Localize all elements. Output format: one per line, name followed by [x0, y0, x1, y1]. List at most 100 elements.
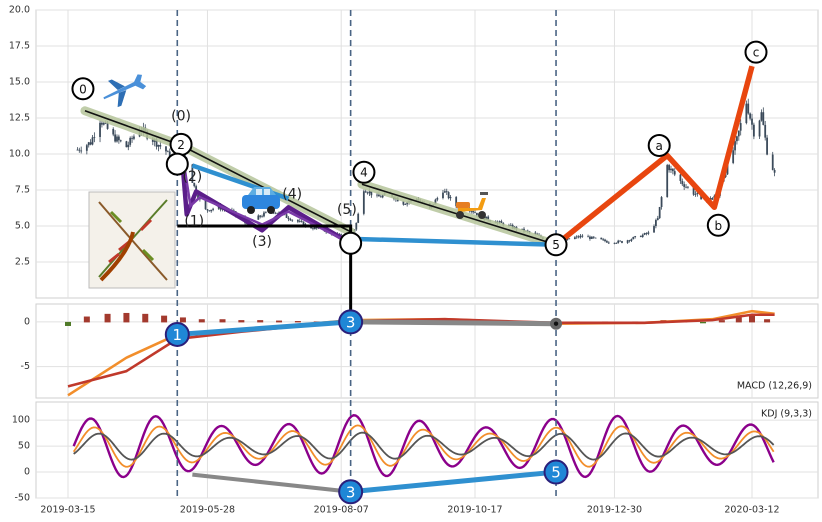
candle-body: [670, 168, 672, 171]
candle-body: [668, 165, 670, 171]
candle-body: [600, 237, 603, 240]
candle-body: [80, 150, 83, 152]
candle-body: [155, 139, 158, 147]
wave-circle: [744, 40, 768, 64]
candle-body: [355, 222, 358, 230]
candle-body: [760, 112, 763, 121]
x-tick-label: 2019-03-15: [40, 505, 95, 516]
candle-body: [287, 217, 290, 220]
candle-body: [208, 210, 211, 212]
candle-body: [263, 212, 265, 217]
candle-body: [302, 221, 305, 226]
candle-body: [165, 146, 167, 152]
candle-body: [101, 122, 103, 125]
candle-body: [749, 113, 752, 119]
candle-body: [628, 240, 631, 242]
candle-body: [696, 192, 699, 195]
x-tick-label: 2019-12-30: [587, 505, 642, 516]
candle-body: [151, 138, 154, 142]
y-tick-label: 7.5: [15, 185, 30, 196]
candle-body: [93, 136, 96, 138]
candle-body: [500, 221, 503, 223]
wave-circle-label: 2: [177, 138, 185, 152]
candle-body: [626, 240, 629, 243]
trend-line: [84, 110, 182, 147]
wave-circle: [352, 160, 376, 184]
macd-hist-bar: [83, 316, 90, 323]
candle-body: [762, 112, 765, 125]
candle-body: [773, 169, 776, 173]
airplane-icon: [103, 74, 147, 108]
candle-body: [212, 208, 214, 210]
kdj-bubble-label: 3: [346, 483, 356, 501]
candle-body: [658, 207, 661, 219]
candle-body: [498, 221, 501, 223]
y-tick-label: 2.5: [15, 257, 30, 268]
candle-body: [566, 238, 569, 241]
candle-body: [758, 120, 761, 137]
candle-body: [76, 149, 79, 151]
candle-body: [106, 122, 109, 129]
candle-body: [472, 211, 475, 213]
kdj-label: KDJ (9,3,3): [761, 409, 812, 420]
wave-label: (2): [182, 169, 202, 185]
candle-body: [474, 212, 476, 214]
wave-circle: [706, 213, 730, 237]
candle-body: [694, 194, 697, 195]
candle-body: [711, 197, 714, 200]
macd-wave-dot-center: [553, 321, 559, 326]
candle-body: [364, 191, 367, 193]
candle-body: [357, 213, 360, 223]
candle-body: [157, 144, 160, 147]
y-tick-label: 5.0: [15, 221, 30, 232]
candle-body: [264, 211, 267, 213]
macd-bubble-label: 3: [346, 313, 356, 331]
candle-body: [615, 242, 618, 244]
candle-body: [647, 232, 650, 234]
kdj-bubble: [338, 479, 364, 505]
candle-body: [116, 136, 118, 142]
wave-orange-abc: [554, 65, 755, 247]
kdj-bubble: [543, 459, 569, 485]
candle-body: [85, 145, 88, 151]
candle-body: [485, 216, 488, 220]
candle-body: [573, 237, 576, 240]
candle-body: [159, 144, 162, 147]
candle-body: [381, 195, 384, 198]
candle-body: [619, 240, 621, 242]
candle-body: [589, 236, 591, 239]
y-tick-label: 12.5: [9, 113, 30, 124]
candle-body: [602, 239, 605, 241]
kdj-wave-gray: [192, 472, 351, 494]
candle-body: [204, 198, 207, 210]
candle-body: [752, 124, 755, 137]
y-tick-label: -50: [14, 493, 30, 504]
kdj-wave-blue: [350, 469, 557, 495]
macd-bubble: [164, 321, 190, 347]
candle-body: [129, 137, 132, 145]
x-tick-label: 2019-08-07: [314, 505, 369, 516]
x-tick-label: 2019-05-28: [180, 505, 235, 516]
candle-body: [641, 234, 644, 238]
candle-body: [666, 165, 669, 198]
y-tick-label: 15.0: [9, 77, 30, 88]
candle-body: [406, 202, 409, 205]
candle-body: [671, 168, 674, 172]
candle-body: [526, 230, 529, 232]
candle-body: [643, 233, 646, 235]
y-tick-label: 100: [12, 415, 30, 426]
y-tick-label: 50: [18, 441, 30, 452]
candle-body: [362, 191, 365, 214]
candle-body: [402, 201, 405, 205]
macd-hist-bar: [219, 319, 226, 323]
candle-body: [604, 239, 606, 242]
candle-body: [91, 137, 94, 145]
candle-body: [709, 198, 712, 200]
candle-body: [376, 194, 378, 196]
candle-body: [724, 174, 727, 178]
candle-body: [296, 219, 299, 222]
candle-body: [259, 215, 262, 217]
candle-body: [114, 134, 117, 142]
macd-hist-bar: [257, 320, 264, 323]
candle-body: [436, 198, 439, 200]
